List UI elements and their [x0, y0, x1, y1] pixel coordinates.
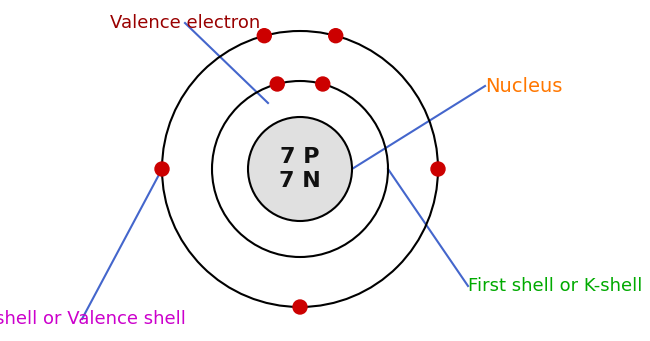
Circle shape [316, 77, 330, 91]
Circle shape [155, 162, 169, 176]
Circle shape [270, 77, 284, 91]
Text: Nucleus: Nucleus [485, 76, 562, 95]
Text: L-shell or Valence shell: L-shell or Valence shell [0, 310, 185, 328]
Circle shape [431, 162, 445, 176]
Text: First shell or K-shell: First shell or K-shell [468, 277, 642, 295]
Text: Valence electron: Valence electron [110, 14, 260, 32]
Text: 7 P
7 N: 7 P 7 N [279, 147, 321, 191]
Ellipse shape [248, 117, 352, 221]
Circle shape [329, 29, 343, 43]
Circle shape [257, 29, 271, 43]
Circle shape [293, 300, 307, 314]
